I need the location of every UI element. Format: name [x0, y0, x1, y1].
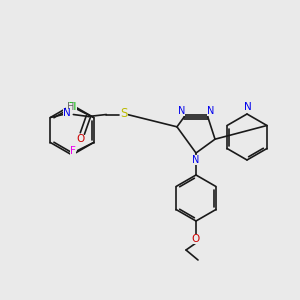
Text: S: S — [121, 107, 128, 120]
Text: H: H — [67, 103, 74, 112]
Text: N: N — [192, 155, 200, 165]
Text: N: N — [207, 106, 214, 116]
Text: F: F — [70, 146, 76, 157]
Text: N: N — [178, 106, 185, 116]
Text: Cl: Cl — [67, 103, 77, 112]
Text: N: N — [244, 102, 252, 112]
Text: O: O — [192, 234, 200, 244]
Text: O: O — [76, 134, 85, 145]
Text: N: N — [64, 109, 71, 118]
